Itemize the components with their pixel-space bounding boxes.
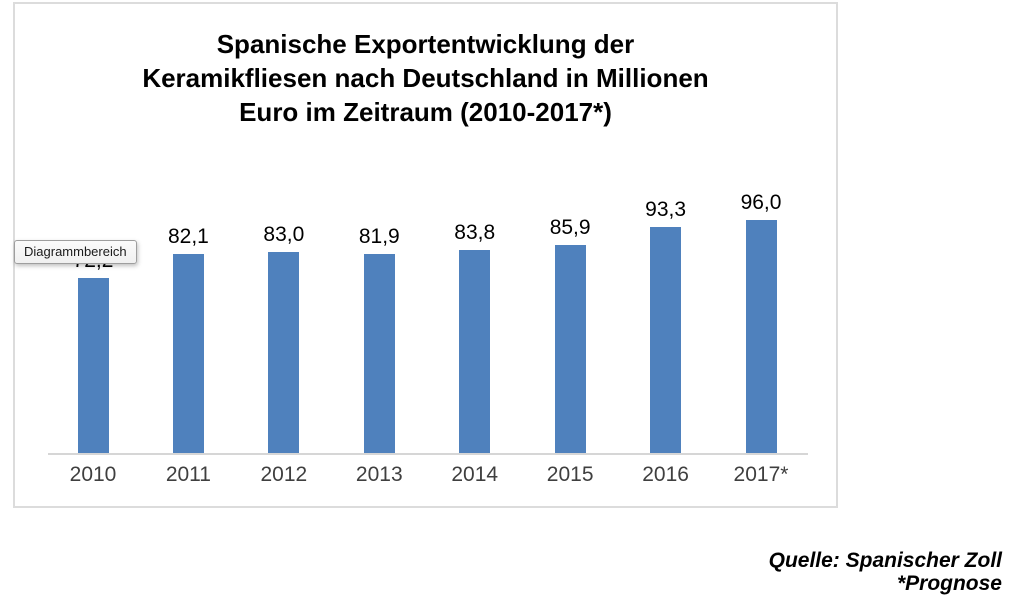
bar-2011[interactable] [172, 254, 204, 454]
x-tick-2014: 2014 [451, 463, 499, 486]
chart-area[interactable] [13, 2, 838, 508]
bar-value-label-2013: 81,9 [358, 225, 400, 248]
source-note-line: *Prognose [896, 572, 1002, 595]
bar-2016[interactable] [650, 227, 682, 454]
source-note-line: Quelle: Spanischer Zoll [768, 549, 1002, 572]
x-tick-2015: 2015 [546, 463, 594, 486]
x-tick-2012: 2012 [260, 463, 308, 486]
bar-2017[interactable] [745, 220, 777, 454]
chart-title-line: Keramikfliesen nach Deutschland in Milli… [142, 63, 709, 93]
chart-area-tooltip: Diagrammbereich [14, 240, 137, 264]
chart-title-line: Spanische Exportentwicklung der [216, 29, 635, 59]
bar-value-label-2016: 93,3 [645, 198, 687, 221]
x-tick-2010: 2010 [69, 463, 117, 486]
bar-2015[interactable] [554, 245, 586, 454]
bar-value-label-2014: 83,8 [454, 221, 496, 244]
bar-value-label-2017: 96,0 [740, 191, 782, 214]
bar-value-label-2011: 82,1 [167, 225, 209, 248]
x-tick-2013: 2013 [355, 463, 403, 486]
chart-title-line: Euro im Zeitraum (2010-2017*) [239, 97, 612, 127]
x-axis-line [48, 453, 808, 455]
bar-value-label-2012: 83,0 [263, 223, 305, 246]
x-tick-2017: 2017* [733, 463, 789, 486]
bar-2013[interactable] [363, 254, 395, 454]
bar-2012[interactable] [268, 252, 300, 454]
source-note: Quelle: Spanischer Zoll *Prognose [769, 549, 1002, 595]
bar-2014[interactable] [459, 250, 491, 454]
bar-2010[interactable] [77, 278, 109, 454]
bar-value-label-2015: 85,9 [549, 216, 591, 239]
x-tick-2016: 2016 [642, 463, 689, 486]
chart-title: Spanische Exportentwicklung der Keramikfl… [13, 27, 838, 129]
x-tick-2011: 2011 [165, 463, 211, 486]
